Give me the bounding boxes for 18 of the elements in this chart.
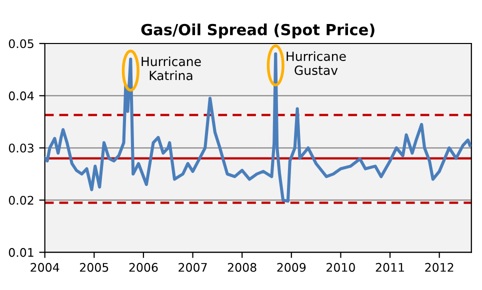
y-tick-label: 0.04 [8, 91, 34, 100]
x-tick-label: 2007 [178, 262, 207, 272]
x-tick-label: 2010 [326, 262, 355, 272]
x-tick-label: 2008 [228, 262, 256, 272]
x-tick-label: 2012 [425, 262, 454, 272]
y-tick-label: 0.03 [8, 144, 34, 153]
y-tick-label: 0.01 [8, 248, 34, 257]
chart-title: Gas/Oil Spread (Spot Price) [141, 24, 374, 38]
x-tick-label: 2009 [277, 262, 306, 272]
x-tick-label: 2005 [80, 262, 108, 272]
line-series [44, 52, 472, 203]
x-tick-label: 2006 [129, 262, 158, 272]
annotation: Hurricane Gustav [286, 51, 346, 76]
x-tick-label: 2004 [30, 262, 60, 272]
annotation: Hurricane Katrina [142, 56, 201, 80]
x-tick-label: 2011 [376, 262, 404, 272]
y-tick-label: 0.05 [8, 39, 34, 48]
y-tick-label: 0.02 [8, 196, 34, 205]
